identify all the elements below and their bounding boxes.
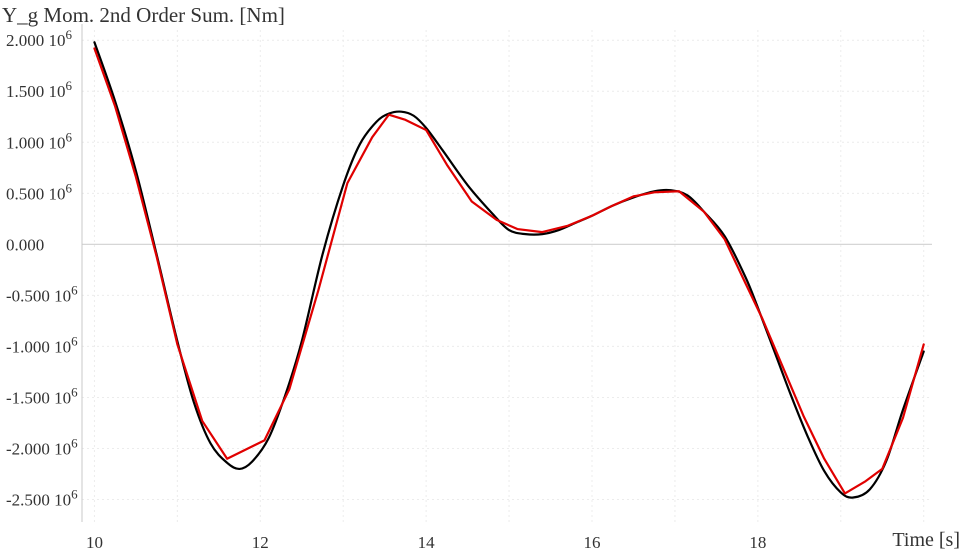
- x-tick-label: 12: [252, 533, 269, 552]
- series-group: [93, 41, 925, 499]
- x-tick-label: 14: [418, 533, 436, 552]
- grid: [82, 30, 932, 522]
- x-axis-label: Time [s]: [892, 529, 960, 551]
- tick-labels: 2.000 106 1.500 106 1.000 106 0.500 106 0.00…: [6, 27, 766, 552]
- y-tick-label: -1.000 106: [6, 333, 78, 356]
- y-tick-label: 0.000: [6, 235, 44, 254]
- x-tick-label: 16: [584, 533, 601, 552]
- x-tick-label: 10: [86, 533, 103, 552]
- y-tick-label: 0.500 106: [6, 180, 73, 203]
- series-line-2: [93, 47, 925, 495]
- y-tick-label: -2.000 106: [6, 436, 78, 459]
- y-tick-label: -0.500 106: [6, 282, 78, 305]
- series-line-1: [93, 41, 925, 499]
- y-tick-label: -2.500 106: [6, 487, 78, 510]
- chart-title: Y_g Mom. 2nd Order Sum. [Nm]: [2, 3, 285, 27]
- axes: [81, 24, 932, 522]
- y-tick-label: 1.000 106: [6, 129, 73, 152]
- y-tick-label: 1.500 106: [6, 78, 73, 101]
- x-tick-label: 18: [749, 533, 766, 552]
- y-tick-label: 2.000 106: [6, 27, 73, 50]
- y-tick-label: -1.500 106: [6, 384, 78, 407]
